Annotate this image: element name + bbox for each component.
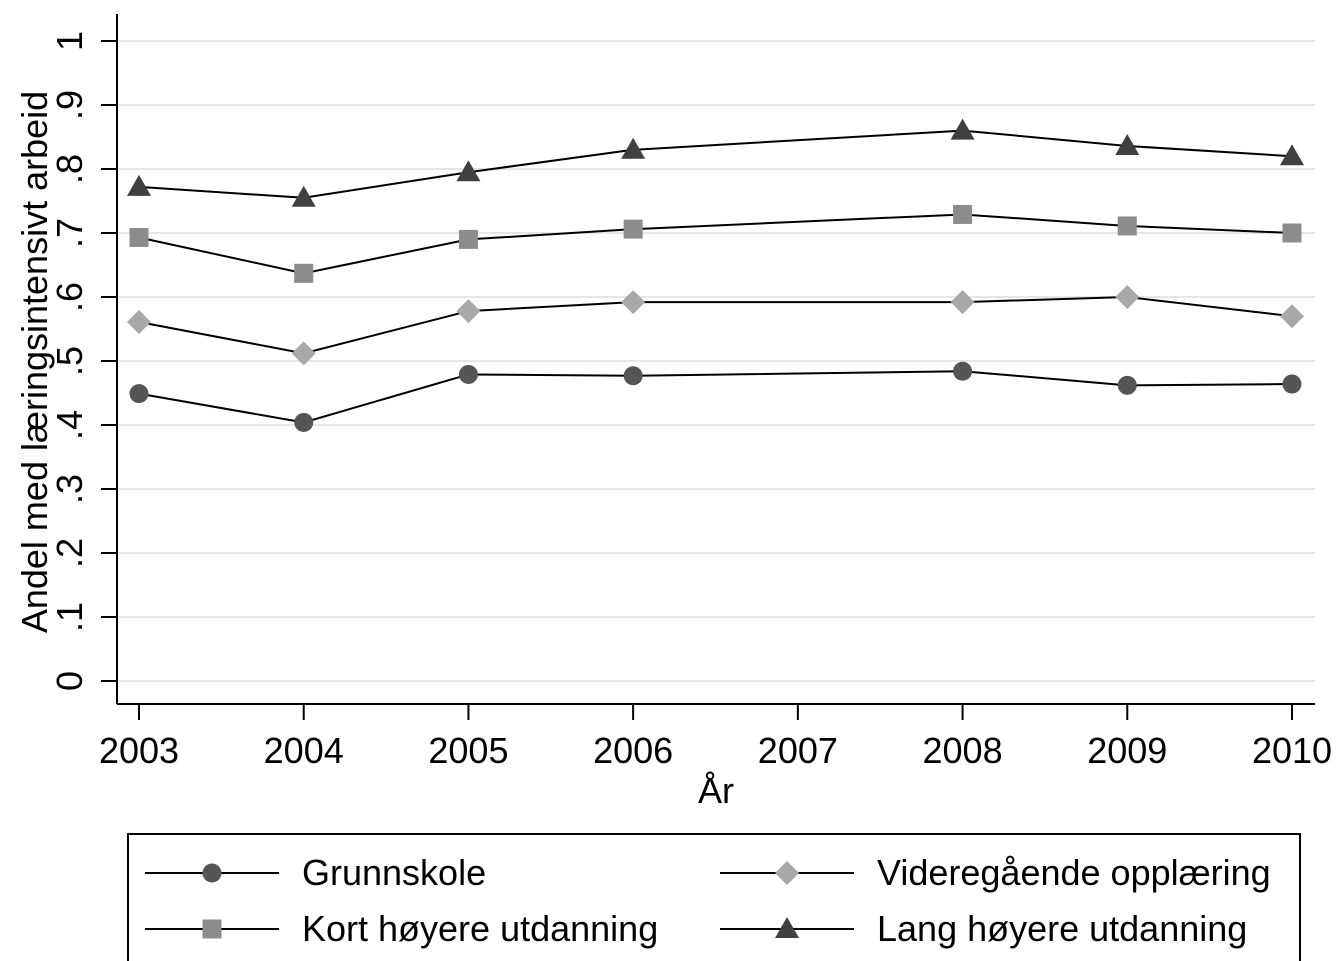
legend-label: Grunnskole — [302, 852, 486, 893]
series-circle — [129, 361, 1302, 432]
x-axis-title: År — [698, 770, 734, 811]
data-point — [1282, 374, 1302, 394]
legend-marker — [775, 861, 799, 885]
data-point — [950, 290, 975, 315]
data-point — [1280, 144, 1304, 166]
data-point — [623, 366, 643, 386]
x-tick-label: 2004 — [264, 730, 344, 771]
data-point — [291, 341, 316, 366]
legend-item: Grunnskole — [145, 852, 486, 893]
x-tick-label: 2007 — [758, 730, 838, 771]
data-point — [456, 160, 481, 182]
data-point — [1117, 216, 1137, 236]
y-tick-label: .1 — [49, 602, 90, 632]
series-square — [129, 204, 1302, 283]
data-point — [621, 137, 646, 159]
data-point — [623, 219, 643, 239]
data-point — [127, 174, 151, 196]
legend: Grunnskole Videregående opplæring Kort høy… — [127, 833, 1301, 961]
y-tick-label: .6 — [49, 282, 90, 312]
data-point — [950, 118, 975, 140]
y-tick-label: .9 — [49, 90, 90, 120]
data-point — [953, 204, 973, 224]
axes — [116, 14, 1315, 705]
x-tick-label: 2009 — [1087, 730, 1167, 771]
y-tick-label: 1 — [49, 31, 90, 51]
data-point — [1282, 223, 1302, 243]
data-point — [127, 309, 151, 334]
y-tick-label: .3 — [49, 474, 90, 504]
series-diamond — [127, 285, 1304, 366]
data-point — [294, 412, 314, 432]
data-point — [458, 364, 478, 384]
data-point — [1280, 304, 1304, 329]
data-point — [129, 227, 149, 247]
legend-marker — [202, 863, 222, 883]
data-point — [456, 299, 481, 324]
legend-box — [127, 833, 1301, 961]
data-point — [621, 290, 646, 315]
legend-marker — [202, 919, 222, 939]
data-point — [1115, 133, 1140, 155]
legend-item: Videregående opplæring — [720, 852, 1271, 893]
plot-area — [116, 13, 1316, 705]
series — [127, 118, 1304, 432]
legend-label: Kort høyere utdanning — [302, 908, 658, 949]
data-point — [294, 263, 314, 283]
data-point — [953, 361, 973, 381]
data-point — [1117, 375, 1137, 395]
gridlines — [117, 40, 1315, 682]
x-tick-label: 2005 — [428, 730, 508, 771]
legend-label: Lang høyere utdanning — [877, 908, 1247, 949]
legend-item: Kort høyere utdanning — [145, 908, 658, 949]
series-triangle — [127, 118, 1304, 207]
data-point — [291, 185, 316, 207]
x-tick-label: 2003 — [99, 730, 179, 771]
y-ticks: 0 .1 .2 .3 .4 .5 .6 .7 .8 .9 1 — [49, 31, 117, 691]
x-tick-label: 2008 — [923, 730, 1003, 771]
data-point — [458, 229, 478, 249]
y-tick-label: 0 — [49, 671, 90, 691]
y-tick-label: .8 — [49, 154, 90, 184]
legend-label: Videregående opplæring — [877, 852, 1271, 893]
legend-item: Lang høyere utdanning — [720, 908, 1247, 949]
y-tick-label: .7 — [49, 218, 90, 248]
data-point — [1115, 285, 1140, 309]
y-tick-label: .5 — [49, 346, 90, 376]
y-tick-label: .2 — [49, 538, 90, 568]
x-ticks: 2003 2004 2005 2006 2007 2008 2009 2010 — [99, 704, 1332, 771]
data-point — [129, 384, 149, 404]
x-tick-label: 2006 — [593, 730, 673, 771]
legend-marker — [775, 917, 799, 938]
x-tick-label: 2010 — [1252, 730, 1332, 771]
y-axis-title: Andel med læringsintensivt arbeid — [14, 91, 55, 633]
y-tick-label: .4 — [49, 410, 90, 440]
